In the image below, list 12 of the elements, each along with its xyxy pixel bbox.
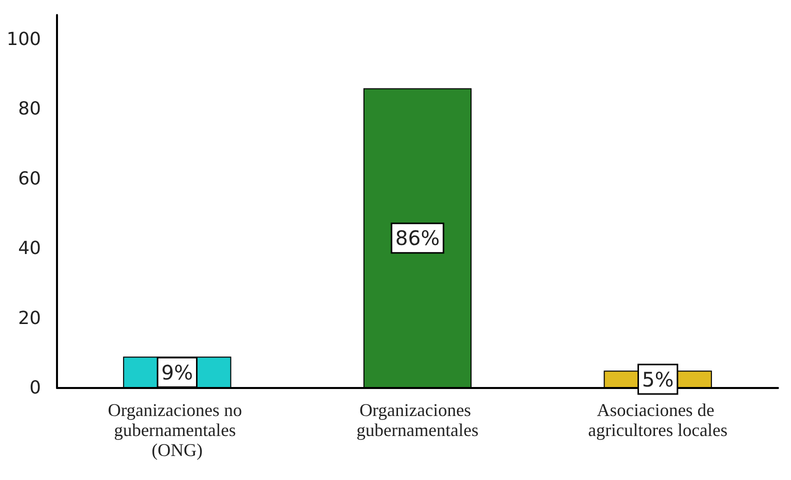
x-tick-label: Asociaciones de agricultores locales bbox=[588, 400, 728, 440]
y-tick-label: 100 bbox=[6, 28, 41, 50]
y-tick-label: 20 bbox=[18, 308, 41, 329]
x-tick-label: Organizaciones no gubernamentales (ONG) bbox=[108, 400, 246, 460]
data-label: 86% bbox=[395, 226, 440, 250]
y-tick-label: 0 bbox=[30, 378, 41, 398]
x-tick-label: Organizaciones gubernamentales bbox=[356, 400, 478, 440]
data-label: 5% bbox=[642, 367, 674, 392]
y-tick-label: 80 bbox=[18, 98, 41, 120]
y-tick-label: 60 bbox=[18, 168, 41, 190]
data-label: 9% bbox=[161, 360, 194, 384]
y-tick-label: 40 bbox=[18, 238, 41, 260]
